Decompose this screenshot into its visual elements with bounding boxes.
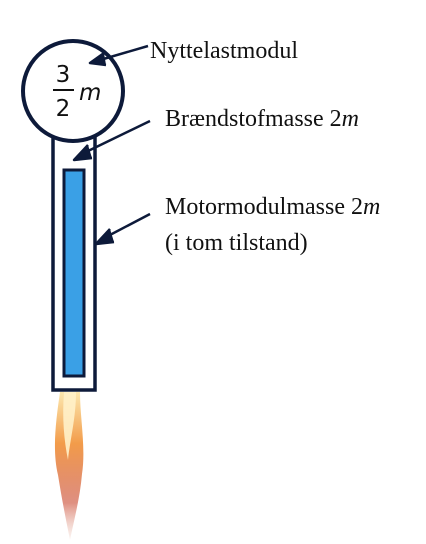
fuel-mass-label: Brændstofmasse 2m	[165, 106, 359, 132]
payload-module-label: Nyttelastmodul	[150, 38, 298, 64]
fuel-column	[62, 168, 86, 378]
fuel-mass-symbol: m	[342, 106, 359, 132]
motor-mass-text: Motormodulmasse 2	[165, 194, 363, 220]
exhaust-flame	[54, 392, 84, 540]
motor-mass-symbol: m	[363, 194, 380, 220]
fraction-numerator: 3	[56, 62, 71, 88]
fraction-denominator: 2	[56, 96, 71, 122]
fuel-mass-text: Brændstofmasse 2	[165, 106, 342, 132]
arrow-payload	[88, 44, 149, 67]
payload-mass-symbol: m	[79, 80, 101, 106]
motor-mass-note: (i tom tilstand)	[165, 230, 308, 256]
arrow-motor	[94, 212, 151, 246]
arrow-fuel	[72, 119, 151, 162]
motor-mass-label: Motormodulmasse 2m	[165, 194, 380, 220]
